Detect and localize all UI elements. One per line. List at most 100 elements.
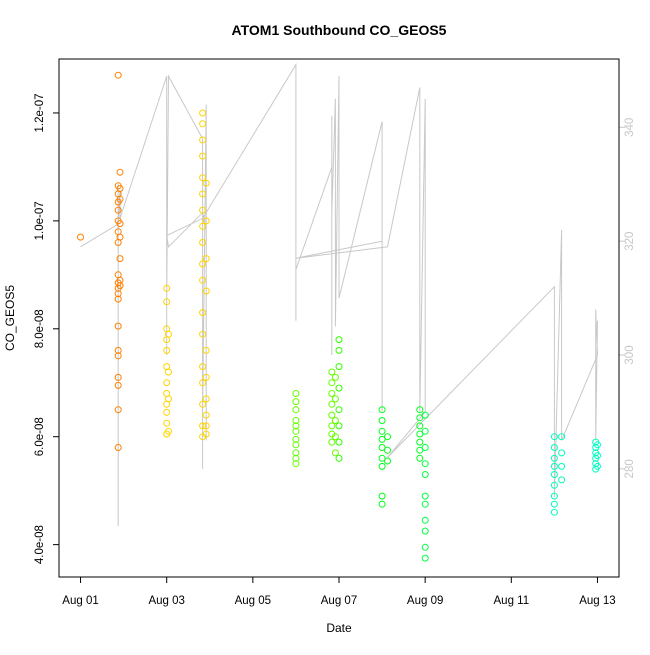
secondary-y-tick-label: 300 (624, 345, 636, 364)
data-point (335, 454, 343, 462)
x-tick-label: Aug 01 (62, 595, 98, 607)
data-point (199, 363, 207, 371)
series-9 (592, 438, 601, 473)
data-point (378, 454, 386, 462)
data-point (594, 452, 601, 460)
data-point (199, 330, 207, 338)
data-point (114, 346, 122, 354)
data-point (116, 195, 124, 203)
data-point (114, 290, 122, 298)
data-point (384, 446, 391, 454)
data-point (292, 422, 300, 430)
data-point (421, 543, 429, 551)
data-point (416, 454, 424, 462)
data-point (378, 444, 386, 451)
data-point (116, 276, 124, 284)
data-point (335, 363, 343, 371)
data-point (165, 330, 172, 338)
data-point (378, 435, 386, 443)
data-point (550, 492, 558, 500)
data-point (378, 417, 386, 424)
data-point (292, 460, 300, 468)
series-4 (292, 390, 300, 468)
y-tick-label: 6.0e-08 (34, 417, 46, 456)
data-point (199, 222, 207, 230)
x-tick-label: Aug 05 (235, 595, 271, 607)
data-point (331, 373, 339, 381)
series-6 (378, 406, 391, 508)
data-point (335, 346, 343, 354)
data-point (550, 454, 558, 462)
data-point (163, 408, 171, 416)
data-point (550, 508, 558, 516)
data-point (558, 462, 566, 470)
data-point (421, 471, 429, 478)
x-tick-label: Aug 07 (321, 595, 357, 607)
data-point (331, 417, 339, 424)
secondary-trace-layer (80, 62, 599, 526)
series-2 (163, 284, 172, 438)
data-point (199, 109, 207, 117)
data-point (114, 373, 122, 381)
series-5 (328, 336, 343, 462)
data-point (199, 379, 207, 387)
data-point (421, 527, 429, 535)
data-point (163, 419, 171, 427)
data-point (202, 217, 210, 225)
data-point (331, 433, 339, 441)
data-point (199, 276, 207, 284)
data-point (116, 168, 124, 176)
data-point (335, 438, 343, 446)
data-point (328, 368, 336, 376)
data-point (558, 433, 566, 441)
data-point (378, 492, 386, 500)
data-point (199, 120, 207, 128)
x-tick-label: Aug 13 (579, 595, 615, 607)
data-point (163, 379, 171, 387)
data-point (331, 449, 339, 457)
axes-layer: Aug 01 Aug 03 Aug 05 Aug 07 Aug 09 Aug 11 Aug … (34, 59, 636, 607)
data-point (550, 471, 558, 478)
secondary-trace-line (80, 62, 599, 526)
data-point (202, 287, 210, 295)
data-point (378, 462, 386, 470)
data-point (384, 433, 391, 441)
data-point (77, 233, 84, 241)
data-point (416, 430, 424, 438)
data-point (378, 406, 386, 414)
data-point (292, 406, 300, 414)
data-point (163, 298, 171, 306)
data-point (335, 406, 343, 414)
data-point (165, 427, 172, 435)
data-point (292, 390, 300, 397)
secondary-y-tick-label: 340 (624, 118, 636, 137)
chart-title: ATOM1 Southbound CO_GEOS5 (232, 22, 447, 38)
data-point (114, 295, 122, 303)
data-point (421, 444, 429, 451)
data-point (550, 444, 558, 451)
data-point (384, 457, 391, 465)
data-point (594, 462, 601, 470)
data-point (292, 417, 300, 424)
data-point (114, 406, 122, 414)
y-tick-label: 1.2e-07 (34, 93, 46, 132)
data-point (421, 427, 429, 435)
series-3 (199, 109, 210, 441)
data-point (292, 435, 300, 443)
data-point (199, 152, 207, 160)
data-point (114, 71, 122, 79)
data-point (165, 395, 172, 403)
data-point (202, 430, 210, 438)
data-point (116, 233, 124, 241)
data-point (335, 422, 343, 430)
data-point (328, 379, 336, 387)
data-point (331, 395, 339, 403)
data-point (163, 346, 171, 354)
data-point (114, 381, 122, 389)
plot-frame (58, 58, 620, 578)
data-point (202, 395, 210, 403)
data-point (558, 476, 566, 484)
data-point (328, 411, 336, 419)
